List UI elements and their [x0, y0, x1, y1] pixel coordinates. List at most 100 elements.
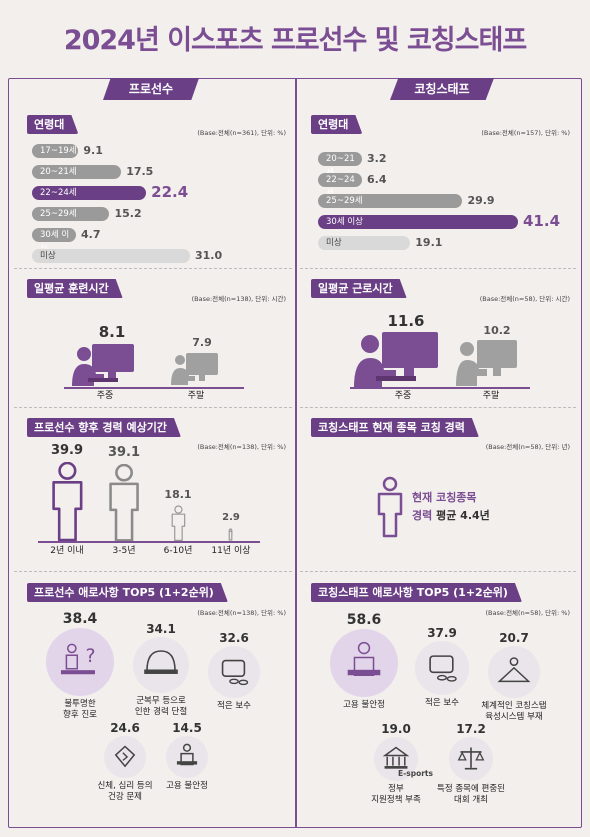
age-value: 17.5: [126, 165, 154, 178]
person-icon: [51, 462, 83, 542]
person-icon: [171, 505, 185, 541]
weekday-value: 11.6: [387, 312, 425, 330]
coaching-line-2: 경력 평균 4.4년: [412, 507, 512, 523]
base-note: (Base:전체(n=138), 단위: 시간): [191, 295, 286, 303]
difficulty-value: 32.6: [219, 631, 249, 645]
age-bar: 17~19세: [32, 144, 79, 158]
government-icon: [374, 737, 418, 781]
difficulty-circle: [104, 736, 146, 778]
coaching-line-2-a: 경력: [412, 509, 433, 522]
weekday-label: 주중: [96, 391, 114, 401]
section-title: 코칭스태프 애로사항 TOP5 (1+2순위): [311, 583, 522, 602]
weekday-label: 주중: [394, 391, 412, 401]
section-title: 연령대: [311, 115, 362, 134]
age-value: 4.7: [81, 228, 101, 241]
difficulty-label: 적은 보수: [425, 698, 459, 708]
age-bar: 20~21세: [318, 152, 362, 178]
base-note: (Base:전체(n=58), 단위: 시간): [479, 295, 570, 303]
page-title: 2024년 이스포츠 프로선수 및 코칭스태프: [63, 25, 527, 56]
weekend-label: 주말: [482, 391, 500, 401]
weekend-value: 10.2: [483, 324, 511, 337]
age-value: 31.0: [195, 249, 223, 262]
base-note: (Base:전체(n=138), 단위: %): [197, 443, 286, 451]
tab-players: 프로선수: [103, 78, 199, 100]
age-bar: 20~21세: [32, 165, 122, 179]
age-bar: 22~24세: [318, 173, 362, 199]
difficulty-value: 19.0: [381, 722, 411, 736]
difficulty-label: 군복무 등으로 인한 경력 단절: [134, 696, 188, 717]
age-value: 29.9: [467, 194, 495, 207]
difficulty-circle: [133, 637, 189, 693]
svg-text:?: ?: [85, 645, 95, 667]
difficulty-label: 고용 불안정: [166, 781, 208, 791]
difficulty-circle: [208, 646, 260, 698]
wallet-coins-icon: [208, 646, 260, 698]
section-title: 일평균 근로시간: [311, 279, 407, 298]
person-at-computer-icon: [171, 353, 218, 385]
difficulty-circle: [415, 641, 469, 695]
uncertain-path-icon: ?: [46, 628, 114, 696]
difficulty-value: 20.7: [499, 631, 529, 645]
difficulty-label: 체계적인 코칭스탭 육성시스템 부재: [481, 701, 547, 722]
age-bar: 30세 이상: [32, 228, 76, 254]
age-bar: 미상: [32, 249, 190, 263]
weekend-label: 주말: [187, 391, 205, 401]
section-title: 일평균 훈련시간: [27, 279, 123, 298]
difficulty-value: 24.6: [110, 721, 140, 735]
section-title: 프로선수 애로사항 TOP5 (1+2순위): [27, 583, 228, 602]
age-value: 22.4: [151, 183, 189, 201]
content-frame: [8, 78, 582, 828]
difficulty-label: 불투명한 향후 진로: [63, 699, 97, 720]
difficulty-label: 특정 종목에 편중된 대회 개최: [437, 784, 505, 805]
difficulty-label: 신체, 심리 등의 건강 문제: [97, 781, 153, 802]
person-at-computer-icon: [456, 340, 517, 386]
person-icon: [377, 476, 403, 538]
age-bar: 22~24세: [32, 186, 147, 200]
weekday-value: 8.1: [98, 323, 126, 341]
health-icon: [104, 736, 146, 778]
career-value: 18.1: [164, 487, 192, 501]
age-bar: 25~29세: [318, 194, 463, 208]
esports-text: E-sports: [398, 769, 433, 778]
difficulty-label: 정부 지원정책 부족: [371, 784, 421, 805]
age-value: 9.1: [83, 144, 103, 157]
age-value: 15.2: [114, 207, 142, 220]
military-helmet-icon: [133, 637, 189, 693]
base-note: (Base:전체(n=138), 단위: %): [197, 609, 286, 617]
age-value: 19.1: [415, 236, 443, 249]
separator: [300, 571, 576, 572]
baseline: [38, 541, 260, 543]
difficulty-value: 38.4: [62, 611, 98, 627]
base-note: (Base:전체(n=58), 단위: %): [485, 609, 570, 617]
wallet-coins-icon: [415, 641, 469, 695]
base-note: (Base:전체(n=157), 단위: %): [481, 129, 570, 137]
section-title: 프로선수 향후 경력 예상기간: [27, 418, 181, 437]
unstable-job-icon: [330, 629, 398, 697]
difficulty-label: 고용 불안정: [343, 700, 385, 710]
separator: [300, 407, 576, 408]
difficulty-value: 17.2: [456, 722, 486, 736]
career-value: 39.1: [107, 444, 141, 460]
coaching-line-2-b: 평균 4.4년: [436, 509, 490, 522]
difficulty-value: 14.5: [172, 721, 202, 735]
difficulty-circle: [488, 646, 540, 698]
column-divider: [295, 79, 297, 827]
career-label: 11년 이상: [211, 546, 251, 556]
age-value: 3.2: [367, 152, 387, 165]
scale-icon: [449, 737, 493, 781]
baseline: [350, 387, 530, 389]
difficulty-circle: [166, 736, 208, 778]
age-value: 6.4: [367, 173, 387, 186]
career-value: 39.9: [50, 443, 84, 458]
difficulty-circle: [374, 737, 418, 781]
person-icon: [109, 463, 139, 542]
difficulty-circle: [330, 629, 398, 697]
difficulty-value: 58.6: [346, 612, 382, 628]
separator: [14, 407, 292, 408]
section-title: 연령대: [27, 115, 78, 134]
career-label: 2년 이내: [50, 546, 84, 556]
tab-coaching-staff: 코칭스태프: [390, 78, 494, 100]
separator: [14, 268, 292, 269]
weekend-value: 7.9: [192, 336, 212, 349]
base-note: (Base:전체(n=58), 단위: 년): [485, 443, 570, 451]
